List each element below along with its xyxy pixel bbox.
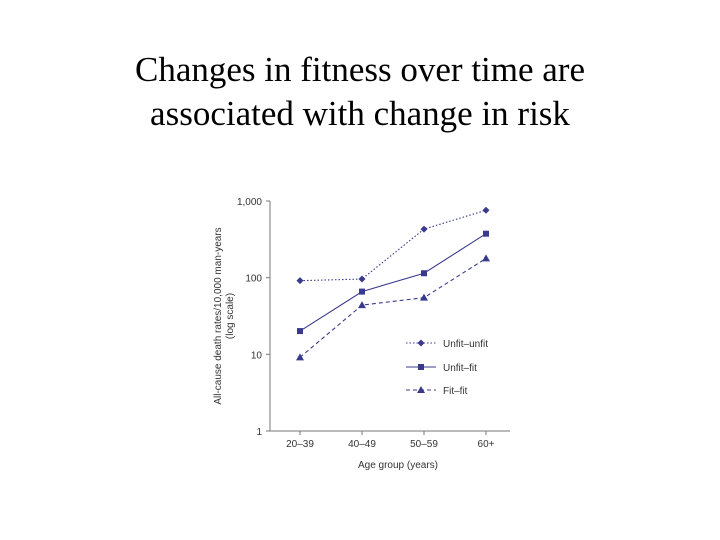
legend-label-triangle: Fit–fit: [443, 386, 468, 397]
x-ticks: 20–39 40–49 50–59 60+: [286, 431, 495, 450]
data-point-diamond: [420, 225, 428, 233]
x-axis: 20–39 40–49 50–59 60+: [270, 430, 510, 450]
title-line-1: Changes in fitness over time are: [134, 50, 585, 89]
data-point-triangle: [482, 254, 490, 262]
data-point-triangle: [296, 353, 304, 361]
series-line-diamond: [299, 209, 487, 282]
title-line-2: associated with change in risk: [150, 94, 570, 133]
legend-marker-triangle: [417, 386, 425, 393]
series-square: [297, 230, 489, 335]
x-axis-label: Age group (years): [358, 460, 438, 471]
series-diamond: [296, 206, 490, 285]
data-point-triangle: [358, 301, 366, 309]
legend-label-diamond: Unfit–unfit: [443, 339, 488, 350]
x-tick-label: 20–39: [286, 439, 314, 450]
x-tick-label: 60+: [478, 439, 495, 450]
series-line-square: [299, 233, 487, 332]
y-axis-label-line-1: All-cause death rates/10,000 man-years: [213, 227, 224, 404]
data-point-triangle: [420, 293, 428, 301]
y-tick-label: 1: [256, 427, 262, 438]
data-point-diamond: [358, 275, 366, 283]
data-series: [296, 206, 490, 361]
y-tick-label: 1,000: [237, 197, 262, 208]
data-point-diamond: [296, 277, 304, 285]
data-point-square: [297, 328, 303, 335]
y-tick-label: 100: [245, 274, 262, 285]
data-point-square: [359, 288, 365, 295]
y-ticks: 1 10 100 1,000: [237, 197, 270, 438]
legend-label-square: Unfit–fit: [443, 363, 477, 374]
legend: Unfit–unfit Unfit–fit Fit–fit: [406, 339, 488, 397]
x-tick-label: 50–59: [410, 439, 438, 450]
legend-marker-square: [418, 364, 424, 370]
data-point-square: [421, 270, 427, 277]
slide-title: Changes in fitness over time are associa…: [0, 48, 720, 136]
series-triangle: [296, 254, 490, 361]
legend-marker-diamond: [417, 339, 425, 347]
series-line-triangle: [299, 257, 487, 358]
x-tick-label: 40–49: [348, 439, 376, 450]
y-axis-label-line-2: (log scale): [225, 293, 236, 339]
y-axis: 1 10 100 1,000: [237, 197, 271, 438]
data-point-square: [483, 230, 489, 237]
y-axis-label: All-cause death rates/10,000 man-years (…: [213, 227, 236, 404]
y-tick-label: 10: [251, 350, 263, 361]
data-point-diamond: [482, 206, 490, 214]
